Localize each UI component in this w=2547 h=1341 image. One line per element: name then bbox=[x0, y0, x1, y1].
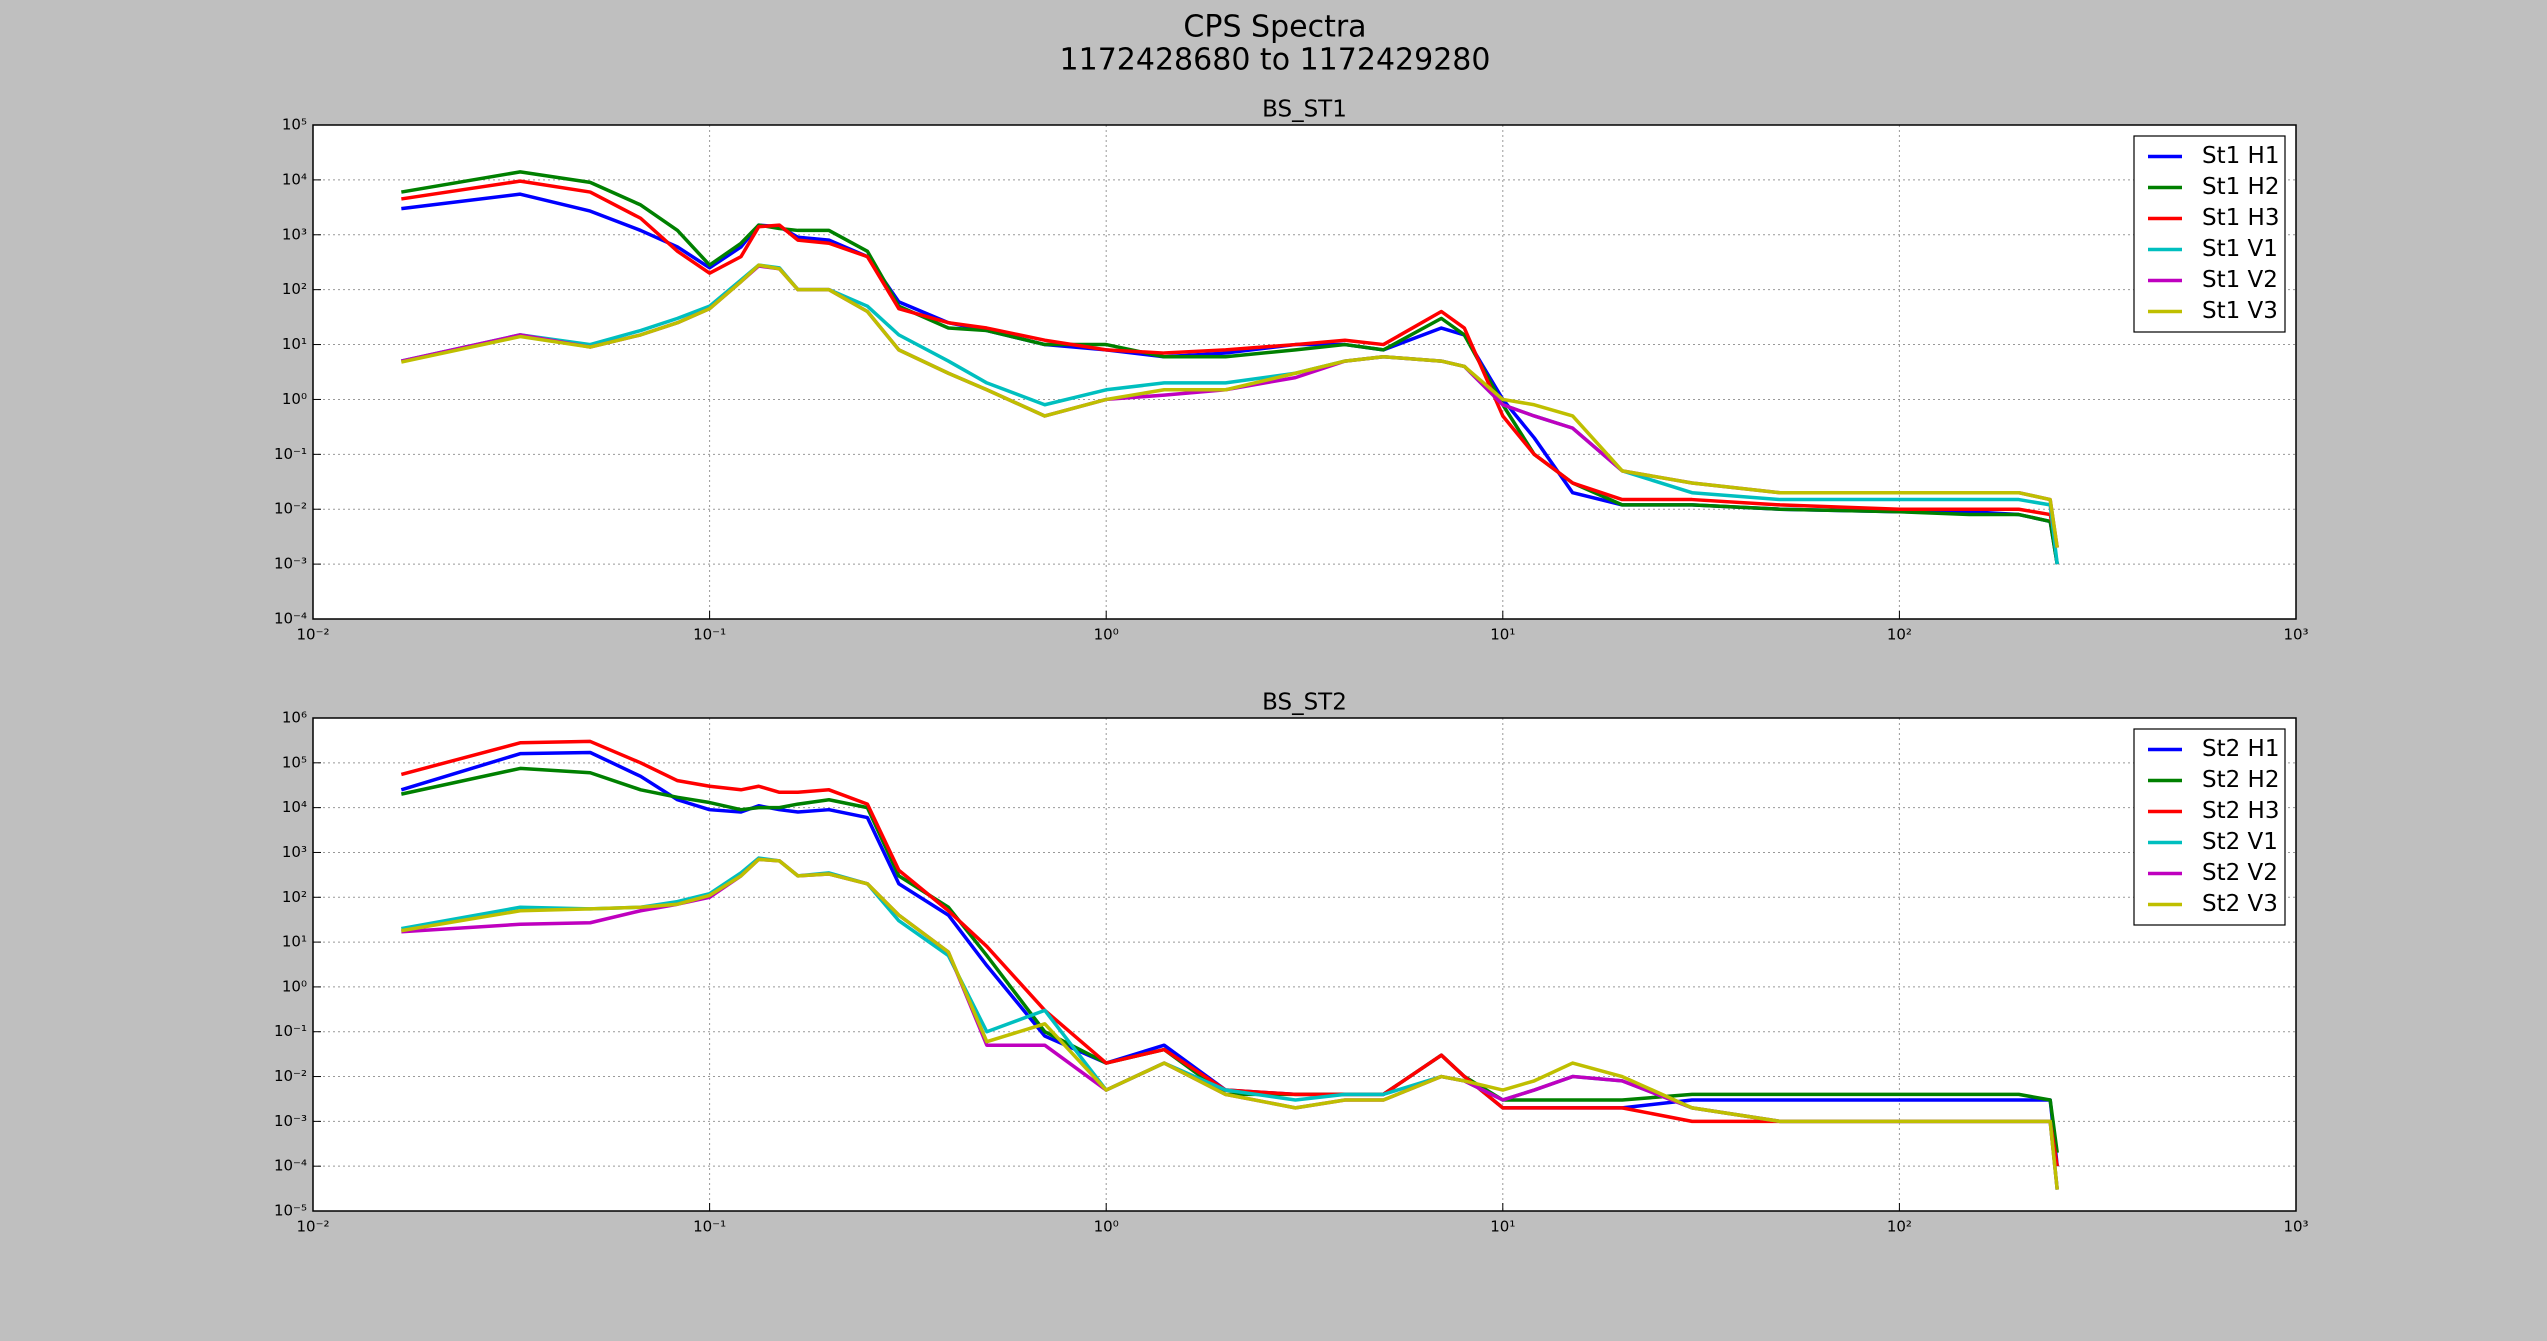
figure-title: CPS Spectra bbox=[1183, 10, 1366, 45]
series-line bbox=[401, 857, 2059, 1190]
y-tick-label: 10⁵ bbox=[282, 116, 307, 134]
y-tick-label: 10¹ bbox=[282, 335, 307, 353]
legend-label: St1 H2 bbox=[2202, 174, 2280, 200]
x-tick-label: 10⁻¹ bbox=[693, 1218, 726, 1236]
legend-label: St1 H1 bbox=[2202, 143, 2280, 169]
subplot-title: BS_ST2 bbox=[1262, 690, 1347, 716]
x-tick-label: 10¹ bbox=[1490, 626, 1515, 644]
x-tick-label: 10² bbox=[1887, 626, 1912, 644]
y-tick-label: 10² bbox=[282, 888, 307, 906]
legend-label: St2 V3 bbox=[2202, 891, 2278, 917]
y-tick-label: 10⁴ bbox=[282, 798, 307, 816]
series-line bbox=[400, 750, 2059, 1167]
x-tick-label: 10⁰ bbox=[1094, 1218, 1119, 1236]
legend-label: St2 H1 bbox=[2202, 736, 2280, 762]
plot-frame bbox=[312, 124, 2297, 620]
y-tick-label: 10⁶ bbox=[282, 709, 307, 727]
legend-label: St1 V1 bbox=[2202, 236, 2278, 262]
legend-label: St1 H3 bbox=[2202, 205, 2280, 231]
legend-label: St2 H3 bbox=[2202, 798, 2280, 824]
y-tick-label: 10⁻⁴ bbox=[274, 610, 307, 628]
x-tick-label: 10³ bbox=[2283, 626, 2308, 644]
y-tick-label: 10⁴ bbox=[282, 170, 307, 188]
series-line bbox=[401, 179, 2059, 548]
legend-label: St2 V1 bbox=[2202, 829, 2278, 855]
y-tick-label: 10⁻² bbox=[274, 1067, 307, 1085]
subplot-title: BS_ST1 bbox=[1262, 97, 1347, 123]
y-tick-label: 10⁻¹ bbox=[274, 1022, 307, 1040]
x-tick-label: 10⁰ bbox=[1094, 626, 1119, 644]
series-line bbox=[401, 170, 2059, 565]
y-tick-label: 10⁰ bbox=[282, 977, 307, 995]
y-tick-label: 10³ bbox=[282, 225, 307, 243]
legend-label: St1 V3 bbox=[2202, 298, 2278, 324]
y-tick-label: 10⁻³ bbox=[274, 1112, 307, 1130]
figure-subtitle: 1172428680 to 1172429280 bbox=[1060, 43, 1491, 78]
y-tick-label: 10² bbox=[282, 280, 307, 298]
plot-area bbox=[313, 718, 2296, 1211]
x-tick-label: 10³ bbox=[2283, 1218, 2308, 1236]
legend-label: St2 V2 bbox=[2202, 860, 2278, 886]
x-tick-label: 10² bbox=[1887, 1218, 1912, 1236]
series-line bbox=[400, 739, 2059, 1167]
plot-frame bbox=[312, 717, 2297, 1212]
y-tick-label: 10⁻³ bbox=[274, 555, 307, 573]
legend-label: St2 H2 bbox=[2202, 767, 2280, 793]
x-tick-label: 10⁻² bbox=[296, 626, 329, 644]
y-tick-label: 10⁻² bbox=[274, 500, 307, 518]
y-tick-label: 10³ bbox=[282, 843, 307, 861]
legend-box bbox=[2133, 728, 2286, 926]
series-line bbox=[400, 263, 2059, 548]
y-tick-label: 10¹ bbox=[282, 933, 307, 951]
y-tick-label: 10⁻⁴ bbox=[274, 1157, 307, 1175]
y-tick-label: 10⁻¹ bbox=[274, 445, 307, 463]
legend-box bbox=[2133, 135, 2286, 333]
legend-label: St1 V2 bbox=[2202, 267, 2278, 293]
x-tick-label: 10⁻¹ bbox=[693, 626, 726, 644]
x-tick-label: 10¹ bbox=[1490, 1218, 1515, 1236]
x-tick-label: 10⁻² bbox=[296, 1218, 329, 1236]
y-tick-label: 10⁵ bbox=[282, 753, 307, 771]
y-tick-label: 10⁻⁵ bbox=[274, 1202, 307, 1220]
y-tick-label: 10⁰ bbox=[282, 390, 307, 408]
